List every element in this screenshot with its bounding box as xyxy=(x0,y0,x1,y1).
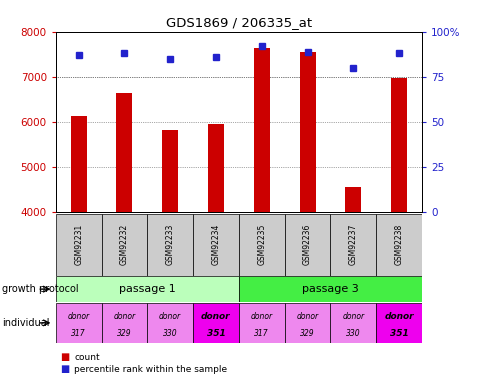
Text: GSM92234: GSM92234 xyxy=(211,224,220,266)
Bar xyxy=(238,276,421,302)
Text: percentile rank within the sample: percentile rank within the sample xyxy=(74,365,227,374)
Bar xyxy=(71,117,87,212)
Bar xyxy=(193,303,238,343)
Bar xyxy=(284,303,330,343)
Text: 329: 329 xyxy=(117,328,132,338)
Text: passage 3: passage 3 xyxy=(302,284,358,294)
Bar xyxy=(238,214,284,276)
Bar xyxy=(101,214,147,276)
Bar xyxy=(56,276,238,302)
Text: donor: donor xyxy=(67,312,90,321)
Text: count: count xyxy=(74,352,100,362)
Bar xyxy=(390,78,406,212)
Text: passage 1: passage 1 xyxy=(119,284,175,294)
Bar xyxy=(284,214,330,276)
Text: donor: donor xyxy=(113,312,135,321)
Bar xyxy=(193,214,238,276)
Text: 351: 351 xyxy=(206,328,225,338)
Text: ■: ■ xyxy=(60,352,70,362)
Text: GSM92237: GSM92237 xyxy=(348,224,357,266)
Bar xyxy=(147,214,193,276)
Bar xyxy=(376,214,421,276)
Text: 330: 330 xyxy=(163,328,177,338)
Bar xyxy=(208,124,224,212)
Text: donor: donor xyxy=(296,312,318,321)
Text: GSM92238: GSM92238 xyxy=(394,224,403,266)
Text: GSM92236: GSM92236 xyxy=(302,224,311,266)
Text: donor: donor xyxy=(201,312,230,321)
Text: growth protocol: growth protocol xyxy=(2,284,79,294)
Bar xyxy=(299,52,315,212)
Bar xyxy=(253,48,269,212)
Bar xyxy=(56,303,101,343)
Bar xyxy=(101,303,147,343)
Bar xyxy=(330,214,376,276)
Text: GSM92233: GSM92233 xyxy=(166,224,174,266)
Text: GSM92231: GSM92231 xyxy=(74,224,83,266)
Text: individual: individual xyxy=(2,318,50,328)
Text: GSM92235: GSM92235 xyxy=(257,224,266,266)
Text: donor: donor xyxy=(383,312,413,321)
Text: 330: 330 xyxy=(345,328,360,338)
Text: donor: donor xyxy=(159,312,181,321)
Bar xyxy=(162,130,178,212)
Bar xyxy=(147,303,193,343)
Bar xyxy=(345,187,361,212)
Text: GSM92232: GSM92232 xyxy=(120,224,129,266)
Text: 329: 329 xyxy=(300,328,314,338)
Bar xyxy=(116,93,132,212)
Bar xyxy=(330,303,376,343)
Text: donor: donor xyxy=(250,312,272,321)
Text: ■: ■ xyxy=(60,364,70,374)
Bar xyxy=(376,303,421,343)
Title: GDS1869 / 206335_at: GDS1869 / 206335_at xyxy=(166,16,311,29)
Text: 317: 317 xyxy=(254,328,269,338)
Bar xyxy=(56,214,101,276)
Text: 317: 317 xyxy=(71,328,86,338)
Text: donor: donor xyxy=(342,312,363,321)
Bar xyxy=(238,303,284,343)
Text: 351: 351 xyxy=(389,328,408,338)
